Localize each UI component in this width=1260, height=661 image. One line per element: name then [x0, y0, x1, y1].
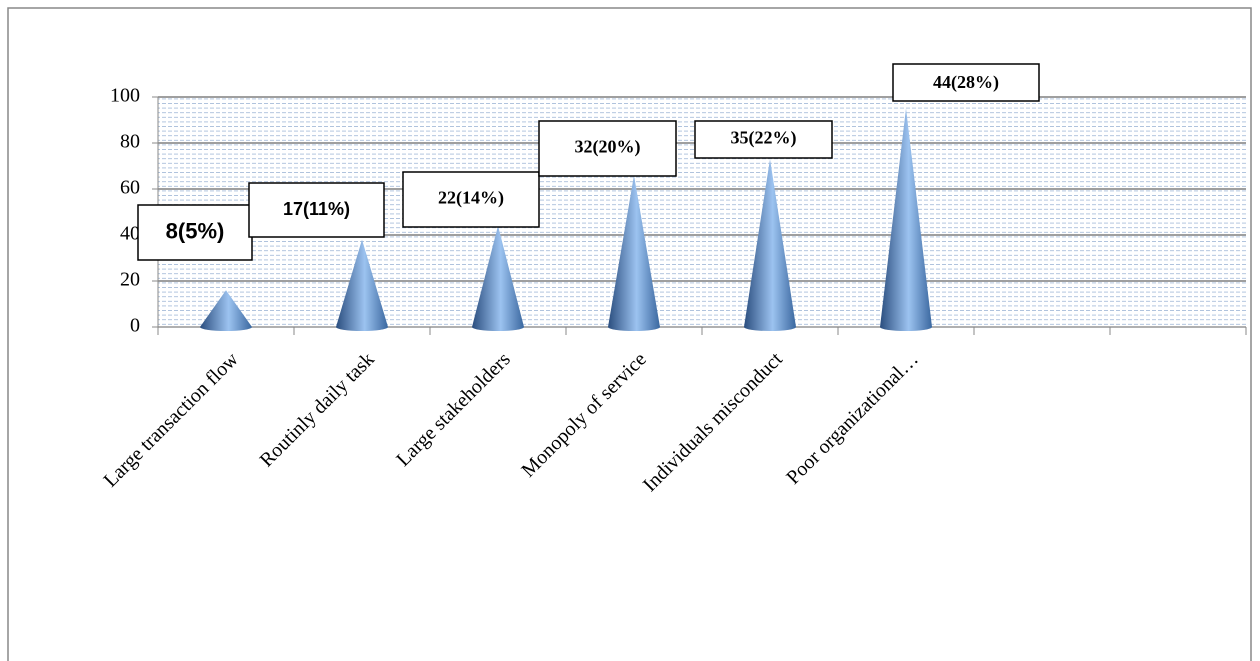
- cone: [472, 225, 524, 331]
- annotation-box: [694, 120, 833, 159]
- y-tick-label: 100: [110, 85, 140, 107]
- annotation: 22(14%): [438, 188, 504, 209]
- cone: [880, 108, 932, 331]
- y-tick-label: 20: [120, 269, 140, 291]
- y-tick-label: 40: [120, 223, 140, 245]
- x-tick-label: Poor organizational…: [782, 348, 923, 489]
- y-tick-label: 0: [130, 315, 140, 337]
- cone: [200, 290, 252, 331]
- x-tick-label: Monopoly of service: [517, 348, 650, 481]
- annotation-box: [248, 182, 385, 238]
- x-tick-label: Large transaction flow: [99, 348, 243, 492]
- cone: [608, 175, 660, 331]
- cone: [744, 159, 796, 331]
- x-tick-label: Large stakeholders: [392, 348, 515, 471]
- annotation: 35(22%): [731, 128, 797, 149]
- y-tick-label: 80: [120, 131, 140, 153]
- y-tick-label: 60: [120, 177, 140, 199]
- chart-border: [7, 7, 1252, 661]
- annotation: 17(11%): [283, 199, 350, 219]
- x-tick-label: Individuals misconduct: [639, 348, 787, 496]
- annotation-box: [538, 120, 677, 177]
- annotation: 32(20%): [575, 137, 641, 158]
- annotation-box: [892, 63, 1040, 102]
- annotation: 8(5%): [166, 218, 225, 243]
- annotation: 44(28%): [933, 72, 999, 93]
- x-tick-label: Routinly daily task: [256, 348, 379, 471]
- annotation-box: [402, 171, 540, 228]
- cone: [336, 239, 388, 331]
